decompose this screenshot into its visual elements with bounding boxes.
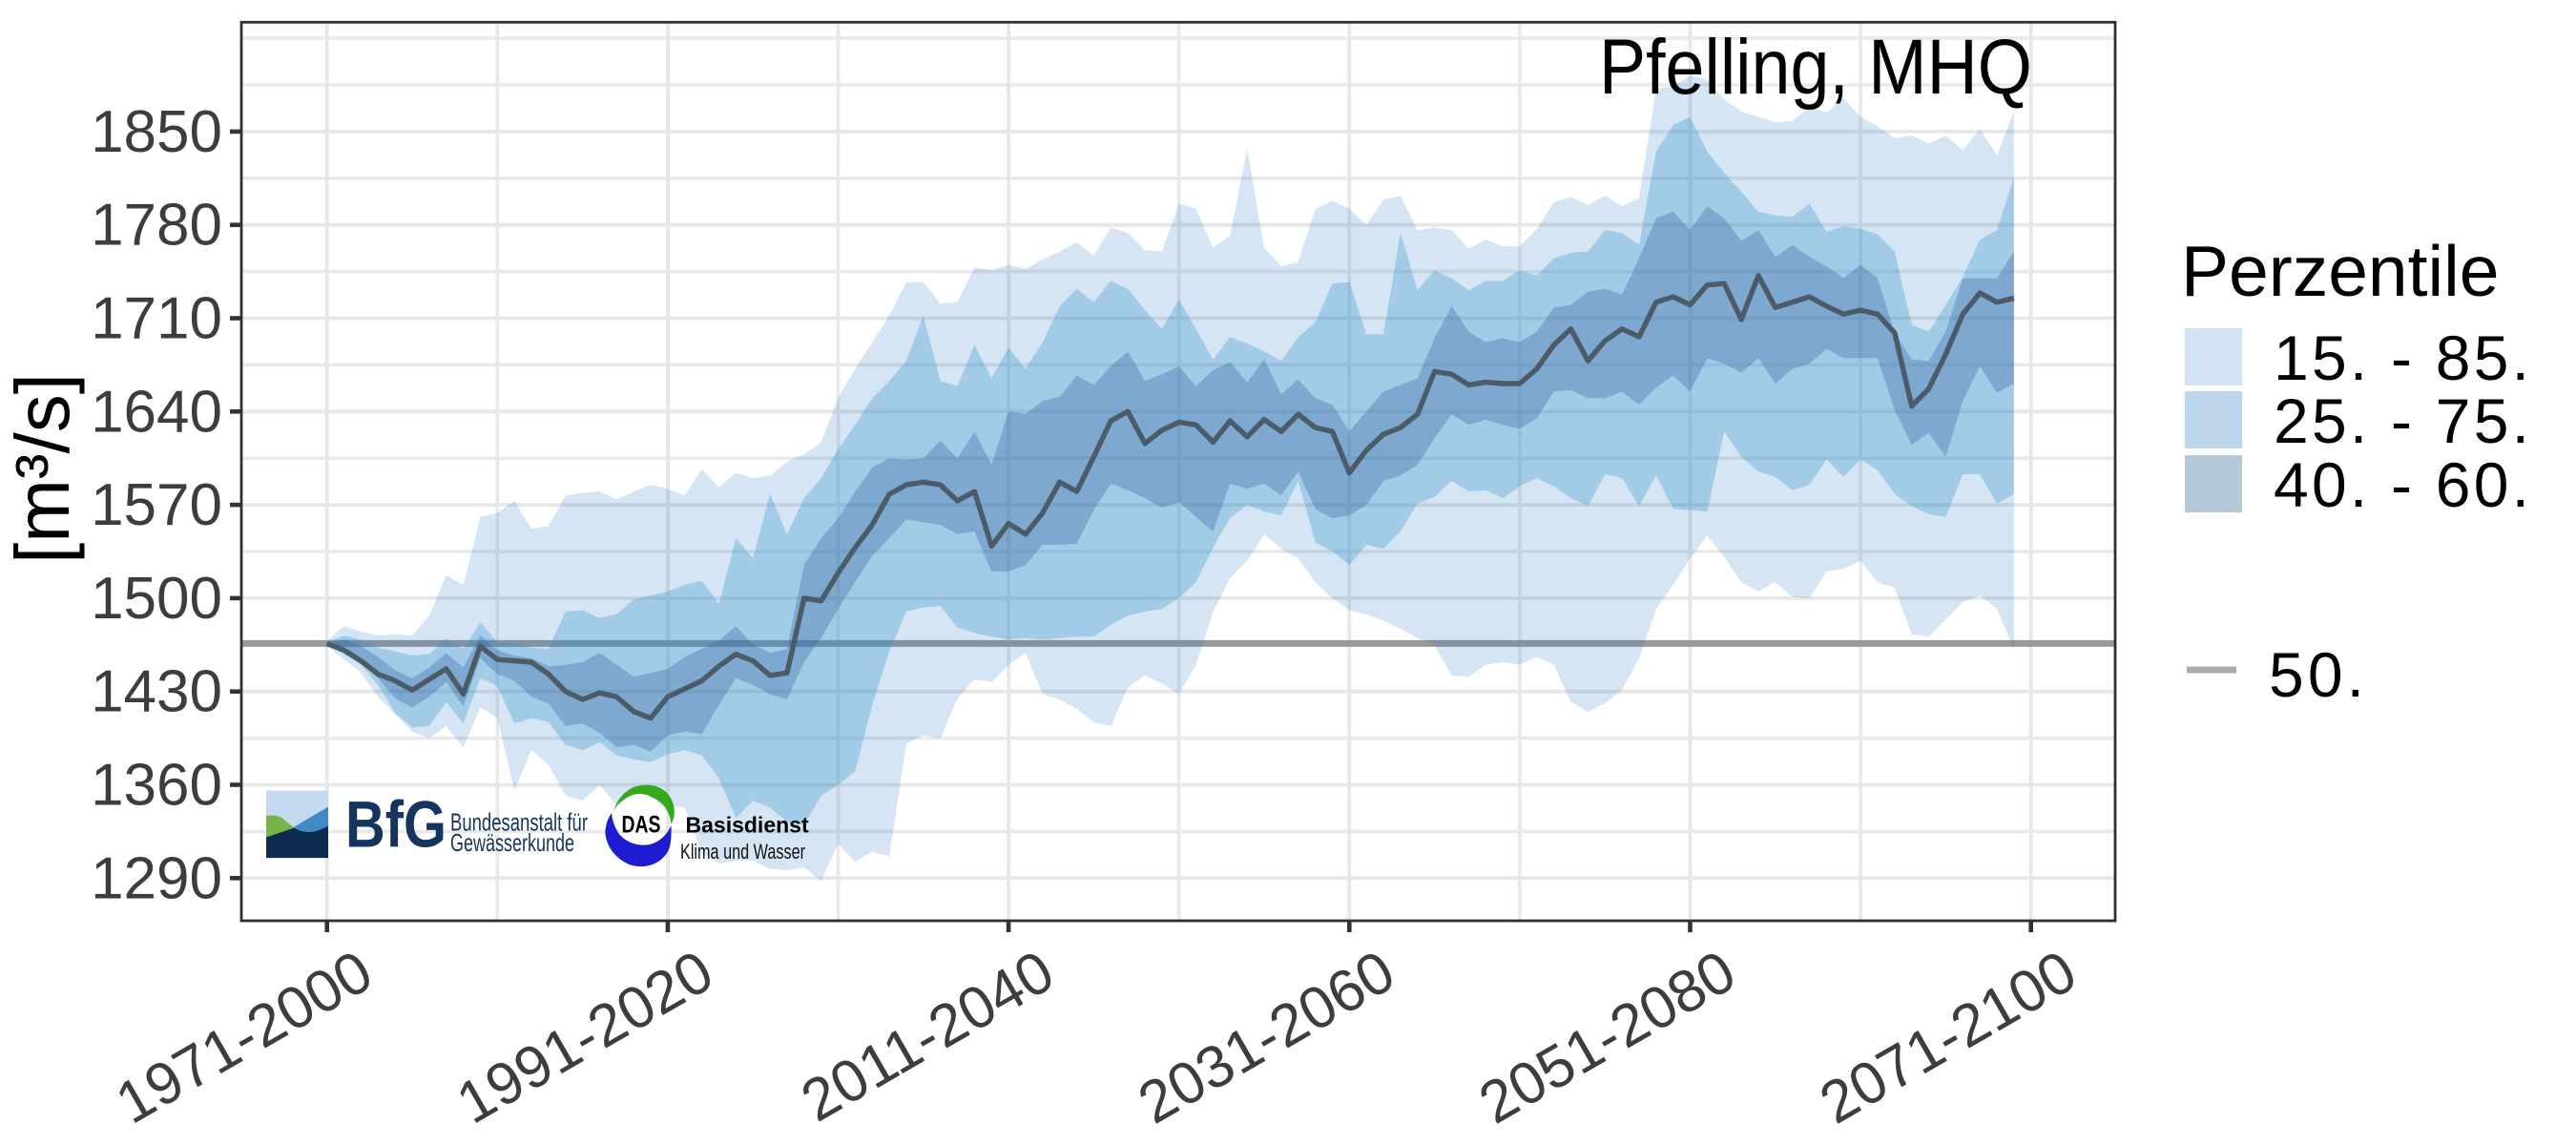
svg-text:Pfelling, MHQ: Pfelling, MHQ: [1599, 24, 2032, 111]
svg-text:1570: 1570: [91, 472, 222, 538]
svg-text:Gewässerkunde: Gewässerkunde: [450, 828, 574, 857]
svg-text:1850: 1850: [91, 99, 222, 165]
svg-text:Bundesanstalt für: Bundesanstalt für: [450, 808, 588, 837]
svg-text:Klima und Wasser: Klima und Wasser: [680, 840, 805, 864]
svg-text:1360: 1360: [91, 753, 222, 819]
svg-text:1640: 1640: [91, 379, 222, 445]
svg-text:15. - 85.: 15. - 85.: [2274, 323, 2529, 393]
svg-text:[m³/s]: [m³/s]: [0, 373, 85, 564]
svg-text:1430: 1430: [91, 659, 222, 725]
svg-text:DAS: DAS: [622, 812, 661, 839]
svg-text:1780: 1780: [91, 193, 222, 259]
svg-text:Perzentile: Perzentile: [2181, 231, 2500, 311]
svg-text:40. - 60.: 40. - 60.: [2274, 449, 2529, 520]
svg-text:1710: 1710: [91, 286, 222, 352]
svg-text:Basisdienst: Basisdienst: [686, 813, 809, 838]
svg-text:25. - 75.: 25. - 75.: [2274, 385, 2529, 456]
svg-text:50.: 50.: [2269, 639, 2364, 710]
svg-text:BfG: BfG: [345, 788, 447, 862]
svg-text:1500: 1500: [91, 566, 222, 632]
svg-text:1290: 1290: [91, 845, 222, 911]
